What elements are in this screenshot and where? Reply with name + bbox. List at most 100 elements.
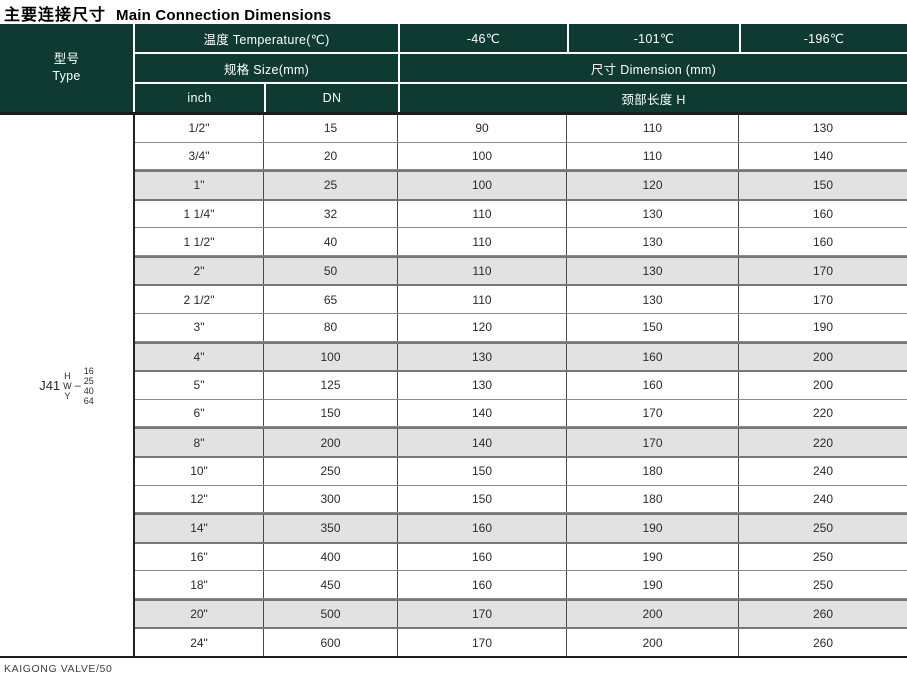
cell-dim-minus101: 110: [567, 142, 739, 170]
table-row: 6" 150 140 170 220: [135, 399, 907, 428]
cell-dim-minus196: 250: [812, 521, 834, 536]
cell-dim-minus196: 130: [812, 121, 834, 136]
cell-dn: 80: [264, 314, 398, 341]
table-row: 24" 600 170 200 260: [135, 629, 907, 656]
cell-dim-minus46: 170: [398, 629, 567, 656]
cell-dn: 25: [264, 172, 398, 199]
table-row: 1/2" 15 90 110 130: [135, 115, 907, 143]
cell-inch: 4": [135, 343, 264, 371]
table-row: 3" 80 120 150 190: [135, 314, 907, 342]
table-row: 2 1/2" 65 110 130 170: [135, 286, 907, 315]
cell-dim-minus196: 260: [812, 635, 834, 650]
cell-dim-minus46: 110: [398, 257, 567, 285]
table-row: 14" 350 160 190 250: [135, 513, 907, 544]
page-title-zh: 主要连接尺寸: [4, 7, 107, 24]
cell-dn: 65: [264, 286, 398, 314]
cell-dim-minus196: 200: [812, 378, 834, 393]
cell-dim-minus46: 170: [398, 600, 567, 628]
cell-dn: 15: [264, 115, 398, 142]
cell-dn: 40: [264, 228, 398, 255]
cell-dn: 300: [264, 485, 398, 513]
table-row: 1" 25 100 120 150: [135, 170, 907, 201]
cell-dn: 400: [264, 543, 398, 571]
cell-dim-minus196: 240: [812, 464, 834, 479]
cell-dn: 600: [264, 629, 398, 656]
cell-dim-minus196: 220: [812, 406, 834, 421]
cell-dim-minus46: 150: [398, 485, 567, 513]
cell-dn: 100: [264, 343, 398, 371]
cell-dim-minus101: 120: [567, 172, 739, 199]
table-row: 1 1/2" 40 110 130 160: [135, 228, 907, 256]
type-dash: –: [74, 379, 81, 392]
cell-dim-minus196: 250: [812, 549, 834, 564]
table-row: 4" 100 130 160 200: [135, 341, 907, 373]
cell-dim-minus196: 150: [812, 178, 834, 193]
cell-inch: 12": [135, 485, 264, 513]
cell-dim-minus46: 140: [398, 429, 567, 456]
cell-dn: 350: [264, 515, 398, 542]
cell-dim-minus46: 140: [398, 399, 567, 427]
cell-dim-minus101: 180: [567, 485, 739, 513]
cell-inch: 6": [135, 399, 264, 427]
cell-dim-minus101: 190: [567, 515, 739, 542]
table-row: 20" 500 170 200 260: [135, 598, 907, 630]
cell-dim-minus46: 90: [398, 115, 567, 142]
cell-dn: 150: [264, 399, 398, 427]
cell-dim-minus46: 130: [398, 343, 567, 371]
cell-dim-minus46: 160: [398, 543, 567, 571]
cell-dim-minus101: 160: [567, 343, 739, 371]
header-temperature: 温度 Temperature(℃): [135, 24, 398, 52]
type-prefix: J41: [39, 378, 61, 393]
table-row: 2" 50 110 130 170: [135, 255, 907, 287]
cell-dn: 450: [264, 571, 398, 598]
cell-dim-minus196: 140: [812, 148, 834, 163]
cell-dim-minus46: 120: [398, 314, 567, 341]
cell-dim-minus196: 240: [812, 491, 834, 506]
cell-inch: 1 1/4": [135, 200, 264, 228]
cell-dim-minus196: 160: [812, 234, 834, 249]
type-ratings: 16 25 40 64: [83, 365, 94, 406]
cell-dim-minus101: 190: [567, 571, 739, 598]
cell-inch: 1": [135, 172, 264, 199]
table-row: 8" 200 140 170 220: [135, 427, 907, 458]
cell-dim-minus46: 110: [398, 228, 567, 255]
cell-dim-minus196: 200: [812, 349, 834, 364]
cell-dim-minus46: 110: [398, 286, 567, 314]
footer-text: KAIGONG VALVE/50: [4, 663, 113, 675]
cell-dim-minus101: 170: [567, 399, 739, 427]
cell-dim-minus46: 150: [398, 457, 567, 485]
cell-dim-minus196: 160: [812, 207, 834, 222]
cell-dn: 125: [264, 372, 398, 399]
cell-dim-minus101: 130: [567, 286, 739, 314]
header-type-en: Type: [52, 69, 81, 83]
cell-dim-minus101: 200: [567, 629, 739, 656]
cell-dim-minus46: 110: [398, 200, 567, 228]
cell-dim-minus101: 150: [567, 314, 739, 341]
cell-dn: 250: [264, 457, 398, 485]
cell-dim-minus46: 100: [398, 142, 567, 170]
cell-inch: 24": [135, 629, 264, 656]
cell-dim-minus101: 130: [567, 257, 739, 285]
cell-inch: 10": [135, 457, 264, 485]
cell-inch: 1/2": [135, 115, 264, 142]
table-row: 16" 400 160 190 250: [135, 543, 907, 572]
header-temp-minus46: -46℃: [400, 24, 567, 52]
cell-dim-minus196: 220: [812, 435, 834, 450]
cell-dim-minus196: 170: [812, 264, 834, 279]
header-inch: inch: [135, 84, 264, 112]
cell-dim-minus101: 180: [567, 457, 739, 485]
cell-inch: 8": [135, 429, 264, 456]
cell-dn: 32: [264, 200, 398, 228]
type-variants: H W Y: [63, 370, 72, 401]
header-dn: DN: [266, 84, 398, 112]
cell-dim-minus101: 110: [567, 115, 739, 142]
cell-inch: 16": [135, 543, 264, 571]
cell-inch: 3/4": [135, 142, 264, 170]
cell-inch: 14": [135, 515, 264, 542]
type-designation-cell: J41 H W Y – 16 25 40 64: [0, 115, 135, 656]
cell-inch: 3": [135, 314, 264, 341]
table-row: 1 1/4" 32 110 130 160: [135, 200, 907, 229]
table-row: 18" 450 160 190 250: [135, 571, 907, 599]
header-temp-minus101: -101℃: [569, 24, 739, 52]
header-neck-length: 颈部长度 H: [400, 84, 907, 112]
